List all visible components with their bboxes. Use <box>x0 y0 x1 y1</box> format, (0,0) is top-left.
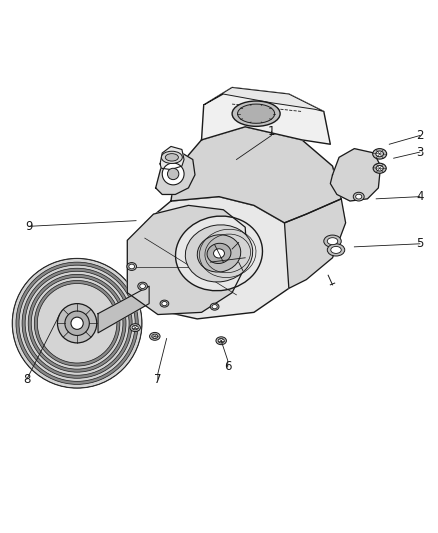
Ellipse shape <box>127 263 137 270</box>
Ellipse shape <box>197 235 241 272</box>
Circle shape <box>57 304 97 343</box>
Circle shape <box>19 265 135 381</box>
Ellipse shape <box>376 151 384 157</box>
Ellipse shape <box>373 149 387 159</box>
Ellipse shape <box>162 302 167 306</box>
Circle shape <box>34 280 120 366</box>
Polygon shape <box>160 147 184 169</box>
Ellipse shape <box>376 166 383 171</box>
Ellipse shape <box>130 324 141 332</box>
Circle shape <box>162 163 184 185</box>
Ellipse shape <box>237 104 275 123</box>
Circle shape <box>31 277 123 369</box>
Polygon shape <box>98 286 149 333</box>
Polygon shape <box>171 127 341 223</box>
Circle shape <box>25 271 129 375</box>
Ellipse shape <box>129 264 134 269</box>
Ellipse shape <box>324 235 341 247</box>
Ellipse shape <box>214 249 224 258</box>
Ellipse shape <box>232 101 280 126</box>
Ellipse shape <box>212 304 217 309</box>
Text: 1: 1 <box>268 125 275 138</box>
Circle shape <box>12 259 142 388</box>
Polygon shape <box>204 87 324 111</box>
Text: 5: 5 <box>416 237 424 251</box>
Ellipse shape <box>150 333 160 340</box>
Circle shape <box>71 317 83 329</box>
Circle shape <box>65 311 89 335</box>
Ellipse shape <box>161 151 182 164</box>
Ellipse shape <box>353 192 364 201</box>
Text: 6: 6 <box>224 360 231 374</box>
Polygon shape <box>330 149 381 201</box>
Polygon shape <box>201 87 330 144</box>
Ellipse shape <box>176 216 262 290</box>
Text: 2: 2 <box>416 129 424 142</box>
Ellipse shape <box>160 300 169 307</box>
Circle shape <box>28 274 126 372</box>
Polygon shape <box>285 199 346 288</box>
Ellipse shape <box>373 163 386 173</box>
Circle shape <box>37 284 117 363</box>
Polygon shape <box>155 153 195 195</box>
Text: 9: 9 <box>25 220 33 233</box>
Polygon shape <box>145 197 297 319</box>
Ellipse shape <box>327 238 338 245</box>
Ellipse shape <box>165 154 178 161</box>
Ellipse shape <box>140 284 145 288</box>
Ellipse shape <box>132 326 138 330</box>
Ellipse shape <box>138 282 148 290</box>
Circle shape <box>22 268 132 378</box>
Text: 7: 7 <box>154 373 162 386</box>
Text: 4: 4 <box>416 190 424 203</box>
Circle shape <box>16 262 138 384</box>
Circle shape <box>12 259 142 388</box>
Circle shape <box>167 168 179 180</box>
Ellipse shape <box>218 338 224 343</box>
Polygon shape <box>127 205 247 314</box>
Ellipse shape <box>185 225 253 282</box>
Text: 3: 3 <box>416 146 424 159</box>
Text: 8: 8 <box>23 373 31 386</box>
Ellipse shape <box>216 337 226 345</box>
Ellipse shape <box>207 243 231 263</box>
Ellipse shape <box>210 303 219 310</box>
Ellipse shape <box>327 244 345 256</box>
Ellipse shape <box>152 334 158 338</box>
Ellipse shape <box>331 246 341 253</box>
Ellipse shape <box>356 194 362 199</box>
